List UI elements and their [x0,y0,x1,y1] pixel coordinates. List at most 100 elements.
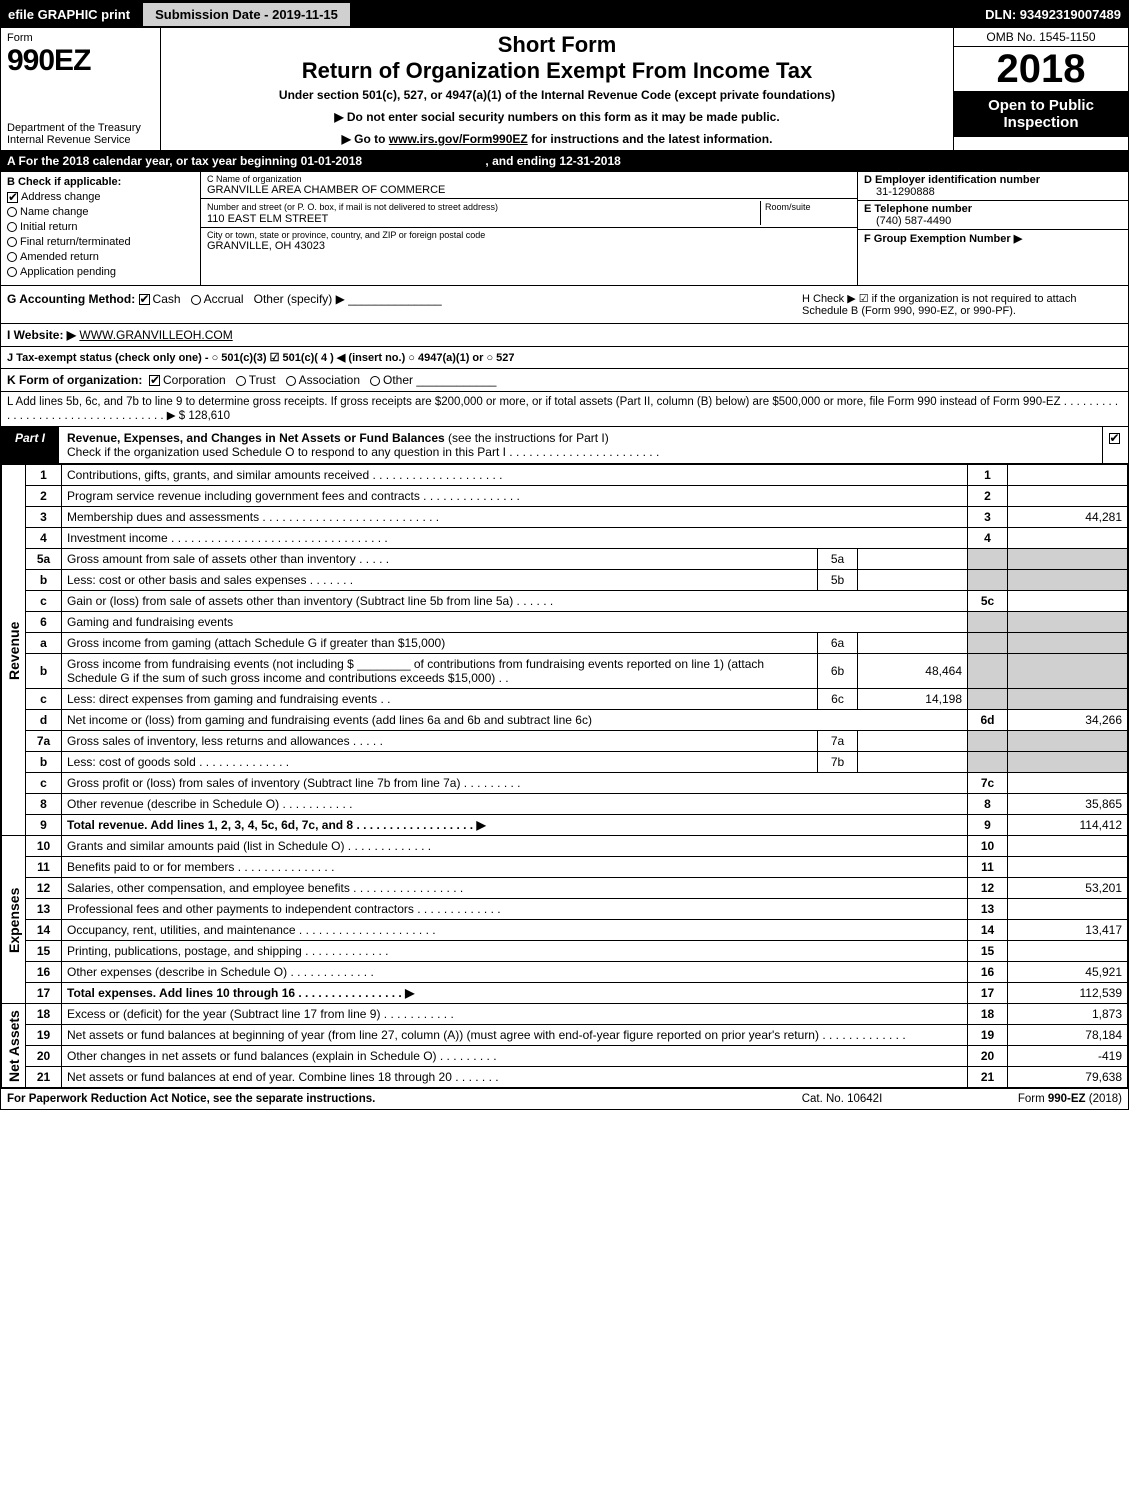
line-row: 7aGross sales of inventory, less returns… [2,731,1128,752]
part-i-title-text: Revenue, Expenses, and Changes in Net As… [67,431,445,445]
efile-label: efile GRAPHIC print [0,7,138,22]
line-amount [1008,773,1128,794]
line-description: Grants and similar amounts paid (list in… [62,836,968,857]
b-heading: B Check if applicable: [7,176,194,188]
top-bar: efile GRAPHIC print Submission Date - 20… [0,0,1129,28]
header-left: Form 990EZ Department of the Treasury In… [1,28,161,150]
radio-icon[interactable] [236,376,246,386]
b-opt-1-label: Name change [20,206,89,218]
section-g: G Accounting Method: Cash Accrual Other … [7,292,802,317]
row-k: K Form of organization: Corporation Trus… [1,369,1128,392]
b-opt-5[interactable]: Application pending [7,266,194,278]
form-label: Form [7,32,154,44]
b-opt-3[interactable]: Final return/terminated [7,236,194,248]
line-number: 12 [26,878,62,899]
line-description: Investment income . . . . . . . . . . . … [62,528,968,549]
line-amount [1008,612,1128,633]
line-description: Gross income from fundraising events (no… [62,654,818,689]
b-opt-0[interactable]: Address change [7,191,194,203]
line-ref-grey [968,654,1008,689]
section-c: C Name of organization GRANVILLE AREA CH… [201,172,858,285]
line-description: Less: cost or other basis and sales expe… [62,570,818,591]
row-l: L Add lines 5b, 6c, and 7b to line 9 to … [1,392,1128,427]
l-amount: 128,610 [188,410,230,422]
line-amount [1008,465,1128,486]
line-description: Total expenses. Add lines 10 through 16 … [62,983,968,1004]
row-i: I Website: ▶ WWW.GRANVILLEOH.COM [1,324,1128,347]
line-description: Printing, publications, postage, and shi… [62,941,968,962]
sub-line-ref: 7a [818,731,858,752]
line-ref: 3 [968,507,1008,528]
line-description: Less: cost of goods sold . . . . . . . .… [62,752,818,773]
l-text: L Add lines 5b, 6c, and 7b to line 9 to … [7,396,1118,422]
period-text-b: , and ending [485,154,559,168]
line-amount-grey [1008,731,1128,752]
g-accrual: Accrual [204,292,244,306]
period-begin: 01-01-2018 [301,154,362,168]
radio-icon[interactable] [370,376,380,386]
sub-line-ref: 7b [818,752,858,773]
line-row: Revenue1Contributions, gifts, grants, an… [2,465,1128,486]
sub-line-ref: 6a [818,633,858,654]
line-amount-grey [1008,689,1128,710]
sub-line-amount [858,549,968,570]
c-city-label: City or town, state or province, country… [207,230,851,240]
omb-number: OMB No. 1545-1150 [954,28,1128,47]
line-amount [1008,591,1128,612]
radio-icon[interactable] [286,376,296,386]
line-amount-grey [1008,570,1128,591]
header-right: OMB No. 1545-1150 2018 Open to Public In… [953,28,1128,150]
b-opt-4[interactable]: Amended return [7,251,194,263]
line-row: 17Total expenses. Add lines 10 through 1… [2,983,1128,1004]
line-number: 20 [26,1046,62,1067]
line-amount: 1,873 [1008,1004,1128,1025]
line-amount: 78,184 [1008,1025,1128,1046]
line-row: Expenses10Grants and similar amounts pai… [2,836,1128,857]
line-description: Net assets or fund balances at beginning… [62,1025,968,1046]
note2-pre: ▶ Go to [342,132,389,146]
line-row: aGross income from gaming (attach Schedu… [2,633,1128,654]
line-description: Gross profit or (loss) from sales of inv… [62,773,968,794]
line-row: 14Occupancy, rent, utilities, and mainte… [2,920,1128,941]
k-opt-1: Trust [249,373,276,387]
line-row: 8Other revenue (describe in Schedule O) … [2,794,1128,815]
period-end: 12-31-2018 [559,154,620,168]
line-number: 21 [26,1067,62,1088]
line-amount: 13,417 [1008,920,1128,941]
org-city: GRANVILLE, OH 43023 [207,240,851,252]
line-row: bLess: cost of goods sold . . . . . . . … [2,752,1128,773]
line-description: Excess or (deficit) for the year (Subtra… [62,1004,968,1025]
line-description: Professional fees and other payments to … [62,899,968,920]
radio-icon [7,252,17,262]
line-number: c [26,773,62,794]
line-number: c [26,591,62,612]
checkbox-icon[interactable] [149,375,160,386]
line-number: c [26,689,62,710]
line-ref: 9 [968,815,1008,836]
line-number: 5a [26,549,62,570]
note2-post: for instructions and the latest informat… [528,132,773,146]
irs-link[interactable]: www.irs.gov/Form990EZ [389,132,528,146]
section-def: D Employer identification number 31-1290… [858,172,1128,285]
b-opt-2[interactable]: Initial return [7,221,194,233]
sub-line-ref: 6b [818,654,858,689]
line-row: 20Other changes in net assets or fund ba… [2,1046,1128,1067]
line-number: b [26,570,62,591]
line-number: 18 [26,1004,62,1025]
line-ref-grey [968,731,1008,752]
checkbox-icon[interactable] [139,294,150,305]
line-amount: 44,281 [1008,507,1128,528]
line-ref: 1 [968,465,1008,486]
b-opt-1[interactable]: Name change [7,206,194,218]
line-ref: 17 [968,983,1008,1004]
part-i-checkbox[interactable] [1102,427,1128,463]
radio-icon[interactable] [191,295,201,305]
line-description: Benefits paid to or for members . . . . … [62,857,968,878]
line-amount-grey [1008,654,1128,689]
telephone: (740) 587-4490 [864,215,1122,227]
line-amount [1008,941,1128,962]
line-description: Gaming and fundraising events [62,612,968,633]
sub-line-ref: 5a [818,549,858,570]
line-description: Gross sales of inventory, less returns a… [62,731,818,752]
line-description: Contributions, gifts, grants, and simila… [62,465,968,486]
